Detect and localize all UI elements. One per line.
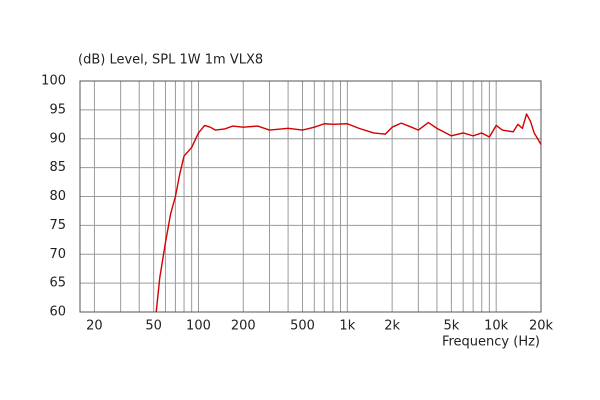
x-tick-label: 5k [443,319,459,334]
y-tick-label: 80 [49,189,66,204]
y-tick-label: 75 [49,218,66,233]
x-tick-label: 10k [484,319,509,334]
x-tick-label: 500 [290,319,315,334]
chart-title: (dB) Level, SPL 1W 1m VLX8 [78,53,263,68]
x-tick-label: 20k [529,319,554,334]
y-tick-label: 90 [49,131,66,146]
y-tick-label: 95 [49,102,66,117]
y-tick-label: 85 [49,160,66,175]
response-line [155,113,542,313]
x-tick-label: 50 [145,319,162,334]
x-tick-label: 100 [186,319,211,334]
y-tick-label: 70 [49,247,66,262]
x-tick-label: 2k [384,319,400,334]
x-axis-label: Frequency (Hz) [442,335,540,350]
plot-frame [79,80,542,313]
y-tick-label: 60 [49,305,66,320]
x-tick-label: 20 [86,319,103,334]
y-tick-label: 65 [49,276,66,291]
y-tick-label: 100 [41,74,66,89]
x-tick-label: 200 [231,319,256,334]
x-tick-label: 1k [339,319,355,334]
